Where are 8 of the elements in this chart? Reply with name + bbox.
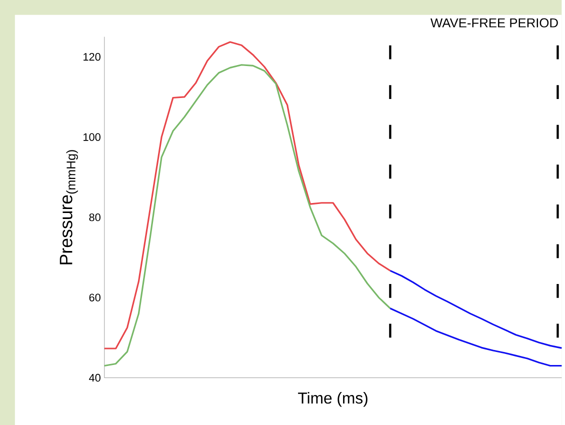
y-tick-label: 80 <box>89 213 100 221</box>
y-tick-label: 100 <box>84 132 100 141</box>
y-tick-label: 60 <box>89 293 100 302</box>
y-tick-label: 40 <box>89 374 100 382</box>
x-axis-title: Time (ms) <box>298 392 368 407</box>
y-tick-label: 120 <box>84 52 100 60</box>
text: WAVE-FREE PERIOD <box>430 18 558 28</box>
y-axis-title: Pressure$_{(mmHg)}$ <box>60 150 78 264</box>
